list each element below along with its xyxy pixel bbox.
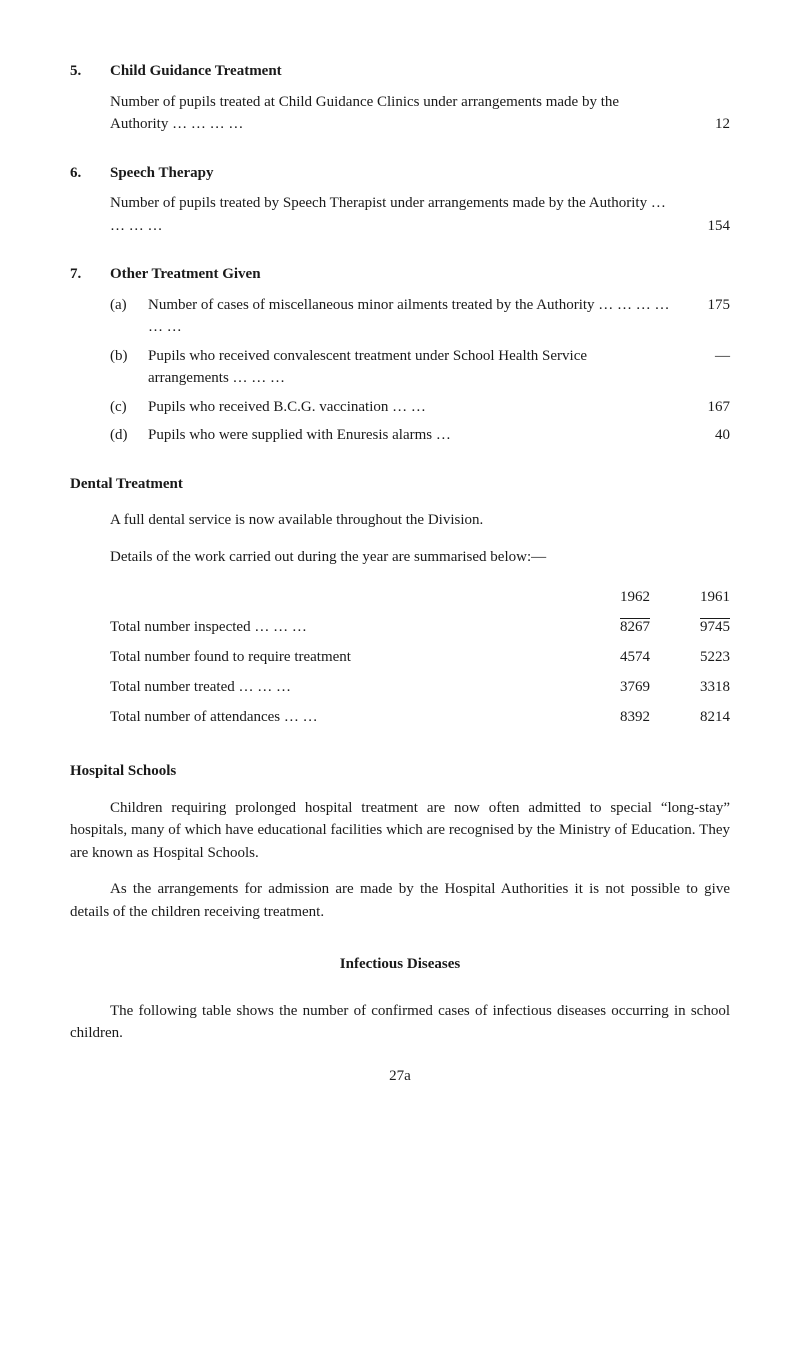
infectious-heading: Infectious Diseases <box>70 953 730 976</box>
section-6-header: 6. Speech Therapy <box>70 162 730 185</box>
dental-table: 1962 1961 Total number inspected … … … 8… <box>110 582 730 732</box>
table-cell: 8214 <box>650 702 730 732</box>
dental-heading: Dental Treatment <box>70 473 730 496</box>
section-6-value: 154 <box>670 215 730 238</box>
item-a-value: 175 <box>670 294 730 339</box>
item-c-letter: (c) <box>110 396 138 419</box>
section-5: 5. Child Guidance Treatment Number of pu… <box>70 60 730 136</box>
section-7-number: 7. <box>70 263 94 286</box>
section-7-list: (a) Number of cases of miscellaneous min… <box>110 294 730 447</box>
section-6-text: Number of pupils treated by Speech Thera… <box>110 192 670 237</box>
item-d-text: Pupils who were supplied with Enuresis a… <box>148 424 670 447</box>
section-7-item-b: (b) Pupils who received convalescent tre… <box>110 345 730 390</box>
section-6: 6. Speech Therapy Number of pupils treat… <box>70 162 730 238</box>
table-row-label: Total number found to require treatment <box>110 642 570 672</box>
table-row: Total number found to require treatment … <box>110 642 730 672</box>
section-7-title: Other Treatment Given <box>110 263 261 286</box>
section-7-item-d: (d) Pupils who were supplied with Enures… <box>110 424 730 447</box>
section-7-item-a: (a) Number of cases of miscellaneous min… <box>110 294 730 339</box>
table-cell: 9745 <box>650 612 730 642</box>
section-6-item: Number of pupils treated by Speech Thera… <box>110 192 730 237</box>
table-cell: 3769 <box>570 672 650 702</box>
infectious-para-1: The following table shows the number of … <box>70 1000 730 1045</box>
section-5-item: Number of pupils treated at Child Guidan… <box>110 91 730 136</box>
table-row-label: Total number of attendances … … <box>110 702 570 732</box>
hospital-heading: Hospital Schools <box>70 760 730 783</box>
item-b-letter: (b) <box>110 345 138 390</box>
table-row-label: Total number inspected … … … <box>110 612 570 642</box>
item-d-letter: (d) <box>110 424 138 447</box>
dental-para-1: A full dental service is now available t… <box>70 509 730 532</box>
section-6-number: 6. <box>70 162 94 185</box>
table-row: Total number of attendances … … 8392 821… <box>110 702 730 732</box>
table-cell: 4574 <box>570 642 650 672</box>
section-7-item-c: (c) Pupils who received B.C.G. vaccinati… <box>110 396 730 419</box>
table-cell: 8392 <box>570 702 650 732</box>
section-5-title: Child Guidance Treatment <box>110 60 282 83</box>
table-cell: 5223 <box>650 642 730 672</box>
page-number: 27a <box>70 1065 730 1088</box>
section-6-title: Speech Therapy <box>110 162 213 185</box>
dental-para-2: Details of the work carried out during t… <box>70 546 730 569</box>
item-a-letter: (a) <box>110 294 138 339</box>
hospital-para-2: As the arrangements for admission are ma… <box>70 878 730 923</box>
table-header-1962: 1962 <box>570 582 650 612</box>
item-c-text: Pupils who received B.C.G. vaccination …… <box>148 396 670 419</box>
table-row: Total number inspected … … … 8267 9745 <box>110 612 730 642</box>
section-5-text: Number of pupils treated at Child Guidan… <box>110 91 670 136</box>
table-row: Total number treated … … … 3769 3318 <box>110 672 730 702</box>
item-a-text: Number of cases of miscellaneous minor a… <box>148 294 670 339</box>
table-header: 1962 1961 <box>110 582 730 612</box>
hospital-para-1: Children requiring prolonged hospital tr… <box>70 797 730 865</box>
table-row-label: Total number treated … … … <box>110 672 570 702</box>
item-d-value: 40 <box>670 424 730 447</box>
section-5-value: 12 <box>670 113 730 136</box>
item-b-text: Pupils who received convalescent treatme… <box>148 345 670 390</box>
table-cell: 3318 <box>650 672 730 702</box>
item-c-value: 167 <box>670 396 730 419</box>
section-5-header: 5. Child Guidance Treatment <box>70 60 730 83</box>
table-cell: 8267 <box>570 612 650 642</box>
item-b-value: — <box>670 345 730 390</box>
section-7: 7. Other Treatment Given (a) Number of c… <box>70 263 730 447</box>
section-5-number: 5. <box>70 60 94 83</box>
section-7-header: 7. Other Treatment Given <box>70 263 730 286</box>
table-header-1961: 1961 <box>650 582 730 612</box>
